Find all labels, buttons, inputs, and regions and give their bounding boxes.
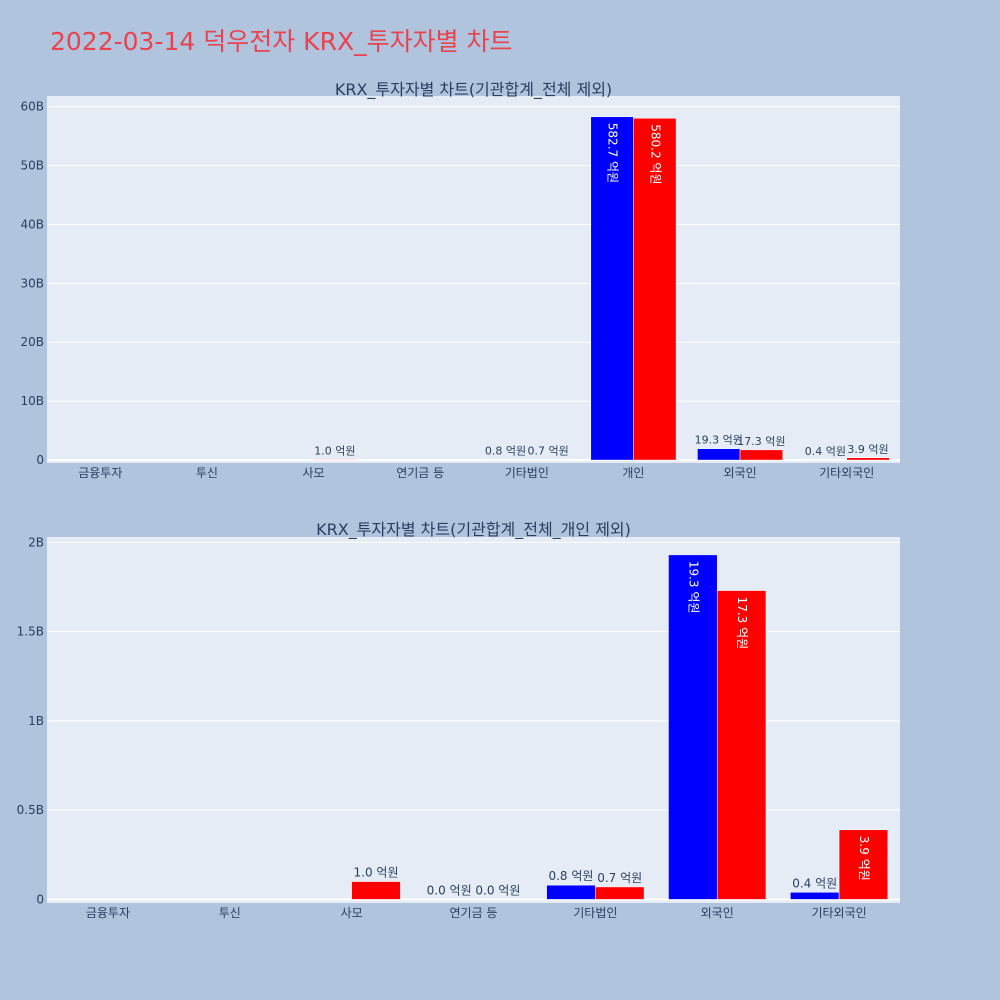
bar: [716, 590, 767, 900]
chart-2: 0 0.5B 1B 1.5B 2B KRX_투자자별 차트(기관합계_전체_개인 제외) 금…: [17, 520, 900, 920]
x-tick-label: 연기금 등: [396, 466, 444, 480]
x-tick-label: 기타법인: [505, 466, 549, 480]
chart-title: KRX_투자자별 차트(기관합계_전체_개인 제외): [316, 520, 631, 540]
bar: [846, 457, 890, 461]
bar: [838, 829, 889, 900]
data-label: 0.4 억원: [805, 445, 846, 458]
y-tick-label: 40B: [20, 217, 44, 231]
x-tick-label: 사모: [303, 466, 325, 480]
x-tick-label: 금융투자: [86, 906, 130, 920]
y-tick-label: 1.5B: [17, 625, 44, 639]
data-label: 1.0 억원: [314, 444, 355, 457]
bar: [668, 554, 718, 900]
page-title: 2022-03-14 덕우전자 KRX_투자자별 차트: [50, 27, 513, 56]
bar: [590, 116, 634, 461]
bar: [633, 118, 677, 461]
y-tick-label: 10B: [20, 394, 44, 408]
bar: [313, 459, 357, 461]
x-tick-label: 연기금 등: [450, 906, 498, 920]
x-tick-label: 기타외국인: [811, 906, 866, 920]
data-label: 0.7 억원: [597, 871, 642, 885]
y-tick-label: 30B: [20, 276, 44, 290]
bar: [739, 449, 783, 461]
bar: [351, 881, 401, 900]
data-label: 19.3 억원: [695, 434, 743, 447]
y-tick-label: 0: [36, 892, 44, 906]
data-label: 0.7 억원: [528, 445, 569, 458]
y-tick-label: 60B: [20, 100, 44, 114]
plot-background: [47, 537, 900, 903]
data-label: 3.9 억원: [857, 836, 871, 881]
x-tick-label: 기타법인: [573, 906, 617, 920]
y-tick-label: 0.5B: [17, 803, 44, 817]
y-tick-label: 50B: [20, 159, 44, 173]
bar: [595, 886, 645, 900]
chart-title: KRX_투자자별 차트(기관합계_전체 제외): [335, 80, 612, 100]
x-tick-label: 투신: [219, 906, 241, 920]
data-label: 0.0 억원: [427, 883, 472, 897]
data-label: 1.0 억원: [354, 866, 399, 880]
data-label: 3.9 억원: [847, 443, 888, 456]
data-label: 0.0 억원: [475, 883, 520, 897]
x-tick-label: 기타외국인: [819, 466, 874, 480]
data-label: 582.7 억원: [606, 123, 620, 183]
x-tick-label: 사모: [341, 906, 363, 920]
y-tick-label: 2B: [28, 535, 44, 549]
data-label: 0.8 억원: [548, 869, 593, 883]
data-label: 17.3 억원: [735, 597, 749, 650]
data-label: 19.3 억원: [686, 561, 700, 614]
y-tick-label: 0: [36, 453, 44, 467]
plot-background: [47, 96, 900, 463]
chart-1: 0 10B 20B 30B 40B 50B 60B KRX_투자자별 차트(기관합계_전체 제…: [20, 80, 900, 480]
data-label: 0.4 억원: [792, 876, 837, 890]
x-tick-label: 금융투자: [78, 466, 122, 480]
x-tick-label: 투신: [196, 466, 218, 480]
bar: [546, 884, 596, 900]
x-tick-label: 개인: [622, 466, 644, 480]
y-tick-label: 1B: [28, 714, 44, 728]
data-label: 0.8 억원: [485, 445, 526, 458]
bar: [697, 448, 741, 461]
data-label: 580.2 억원: [648, 124, 662, 184]
x-tick-label: 외국인: [701, 906, 734, 920]
data-label: 17.3 억원: [737, 435, 785, 448]
x-tick-label: 외국인: [724, 466, 757, 480]
bar: [790, 892, 840, 900]
y-tick-label: 20B: [20, 335, 44, 349]
